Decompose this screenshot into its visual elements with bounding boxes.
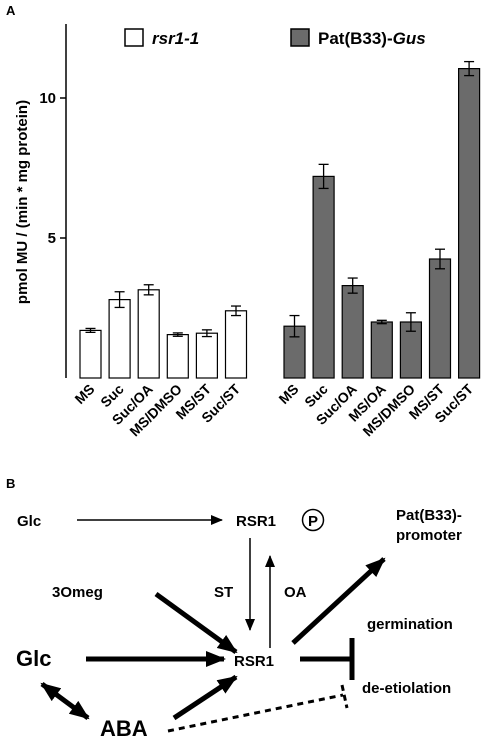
- glc-top-label: Glc: [17, 513, 41, 530]
- category-label: MS: [71, 381, 97, 407]
- de-etiolation-label: de-etiolation: [362, 680, 451, 697]
- legend-label-patb33-suffix: Gus: [393, 29, 426, 48]
- pat-promoter-line2: promoter: [396, 527, 462, 544]
- signaling-diagram: Glc RSR1 P Pat(B33)- promoter ST OA 3Ome…: [16, 507, 462, 741]
- bar-rsr1-ms-st: [195, 332, 218, 379]
- pat-promoter-line1: Pat(B33)-: [396, 507, 462, 524]
- dashed-inhibition-bar: [340, 684, 349, 709]
- aba-dashed-line: [167, 693, 344, 733]
- legend-swatch-patb33: [290, 28, 310, 47]
- phosphate-label: P: [308, 513, 318, 530]
- legend-label-rsr1: rsr1-1: [152, 29, 199, 48]
- glc-aba-double-arrow: [40, 681, 90, 721]
- oa-label: OA: [284, 584, 307, 601]
- legend-label-patb33: Pat(B33)-Gus: [318, 29, 426, 48]
- bar-rsr1-suc-oa: [137, 289, 160, 379]
- y-tick-label: 10: [39, 90, 56, 107]
- y-axis-title: pmol MU / (min * mg protein): [14, 100, 31, 304]
- panel-a-letter: A: [6, 3, 16, 18]
- bar-rsr1-suc: [108, 299, 131, 379]
- y-tick-label: 5: [48, 230, 56, 247]
- bar-patb33-suc-st: [458, 67, 481, 379]
- y-ticks: 5 10: [39, 90, 66, 247]
- germination-label: germination: [367, 616, 453, 633]
- omeg-label: 3Omeg: [52, 584, 103, 601]
- category-label: MS: [275, 381, 301, 407]
- bar-patb33-suc-oa: [341, 285, 364, 379]
- rsr1-to-promoter-arrow: [291, 557, 386, 645]
- panel-b-letter: B: [6, 476, 15, 491]
- aba-label: ABA: [100, 716, 148, 741]
- chart-legend: rsr1-1 Pat(B33)-Gus: [124, 28, 426, 48]
- rsr1-top-label: RSR1: [236, 513, 276, 530]
- bar-patb33-suc: [312, 175, 335, 379]
- bar-rsr1-ms-dmso: [166, 334, 189, 379]
- bars: [79, 60, 481, 379]
- phosphate-circle-icon: [301, 508, 325, 532]
- aba-to-rsr1-arrow: [172, 674, 238, 721]
- glc-left-label: Glc: [16, 646, 51, 671]
- bar-rsr1-suc-st: [224, 310, 248, 379]
- st-label: ST: [214, 584, 233, 601]
- bar-patb33-ms-oa: [370, 321, 393, 379]
- rsr1-center-label: RSR1: [234, 653, 274, 670]
- bar-rsr1-ms: [79, 329, 102, 379]
- omeg-to-rsr1-arrow: [154, 591, 238, 655]
- legend-swatch-rsr1: [124, 28, 144, 47]
- bar-patb33-ms-st: [428, 258, 452, 379]
- legend-label-patb33-prefix: Pat(B33)-: [318, 29, 393, 48]
